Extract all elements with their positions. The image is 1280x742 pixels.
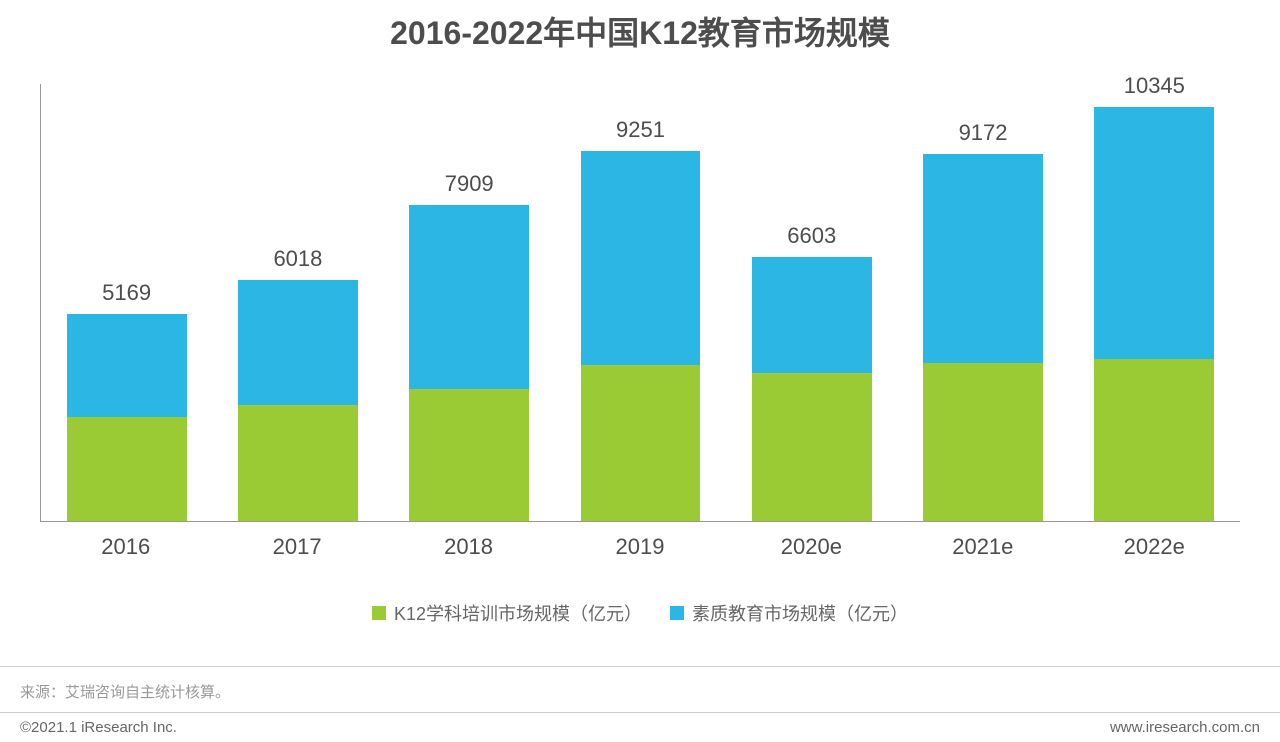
source-text: 来源：艾瑞咨询自主统计核算。 xyxy=(0,667,1280,713)
bar-segment-top xyxy=(409,205,529,389)
legend-swatch xyxy=(670,606,684,620)
bar-total-label: 10345 xyxy=(1124,73,1185,99)
copyright-row: ©2021.1 iResearch Inc. www.iresearch.com… xyxy=(0,713,1280,742)
legend-label: K12学科培训市场规模（亿元） xyxy=(394,600,642,626)
bar-group: 5169 xyxy=(41,280,212,521)
bar-total-label: 7909 xyxy=(445,171,494,197)
x-axis-label: 2022e xyxy=(1069,534,1240,560)
bar-total-label: 6603 xyxy=(787,223,836,249)
legend: K12学科培训市场规模（亿元） 素质教育市场规模（亿元） xyxy=(0,600,1280,626)
bar-segment-top xyxy=(752,257,872,373)
url-text: www.iresearch.com.cn xyxy=(1110,719,1260,736)
chart-plot-area: 51696018790992516603917210345 xyxy=(40,84,1240,522)
bar-stack xyxy=(1094,107,1214,521)
bar-segment-bottom xyxy=(752,373,872,521)
bar-group: 7909 xyxy=(384,171,555,521)
x-axis-label: 2018 xyxy=(383,534,554,560)
legend-label: 素质教育市场规模（亿元） xyxy=(692,600,908,626)
bar-group: 9251 xyxy=(555,117,726,521)
x-axis-label: 2020e xyxy=(726,534,897,560)
bar-total-label: 5169 xyxy=(102,280,151,306)
bar-segment-bottom xyxy=(1094,359,1214,521)
bar-segment-top xyxy=(923,154,1043,363)
bar-segment-top xyxy=(581,151,701,365)
bar-segment-top xyxy=(67,314,187,417)
bar-segment-bottom xyxy=(67,417,187,521)
bar-total-label: 6018 xyxy=(273,246,322,272)
x-axis: 20162017201820192020e2021e2022e xyxy=(40,534,1240,560)
footer: 来源：艾瑞咨询自主统计核算。 ©2021.1 iResearch Inc. ww… xyxy=(0,666,1280,742)
bar-total-label: 9251 xyxy=(616,117,665,143)
bar-group: 9172 xyxy=(897,120,1068,521)
bar-stack xyxy=(67,314,187,521)
bar-segment-bottom xyxy=(409,389,529,521)
legend-item: 素质教育市场规模（亿元） xyxy=(670,600,908,626)
legend-swatch xyxy=(372,606,386,620)
x-axis-label: 2019 xyxy=(554,534,725,560)
bar-segment-top xyxy=(238,280,358,405)
bar-total-label: 9172 xyxy=(959,120,1008,146)
bar-stack xyxy=(238,280,358,521)
copyright-text: ©2021.1 iResearch Inc. xyxy=(20,719,177,736)
bar-stack xyxy=(923,154,1043,521)
bar-group: 10345 xyxy=(1069,73,1240,521)
bar-segment-top xyxy=(1094,107,1214,359)
legend-item: K12学科培训市场规模（亿元） xyxy=(372,600,642,626)
bar-segment-bottom xyxy=(581,365,701,521)
bar-segment-bottom xyxy=(238,405,358,521)
bar-group: 6018 xyxy=(212,246,383,521)
chart-title: 2016-2022年中国K12教育市场规模 xyxy=(0,0,1280,54)
bars-region: 51696018790992516603917210345 xyxy=(40,84,1240,522)
bar-stack xyxy=(409,205,529,521)
x-axis-label: 2021e xyxy=(897,534,1068,560)
bar-stack xyxy=(752,257,872,521)
bar-group: 6603 xyxy=(726,223,897,521)
x-axis-label: 2017 xyxy=(211,534,382,560)
chart-container: 2016-2022年中国K12教育市场规模 5169 6018 7909 9251 66… xyxy=(0,0,1280,742)
bar-stack xyxy=(581,151,701,521)
bar-segment-bottom xyxy=(923,363,1043,521)
x-axis-label: 2016 xyxy=(40,534,211,560)
